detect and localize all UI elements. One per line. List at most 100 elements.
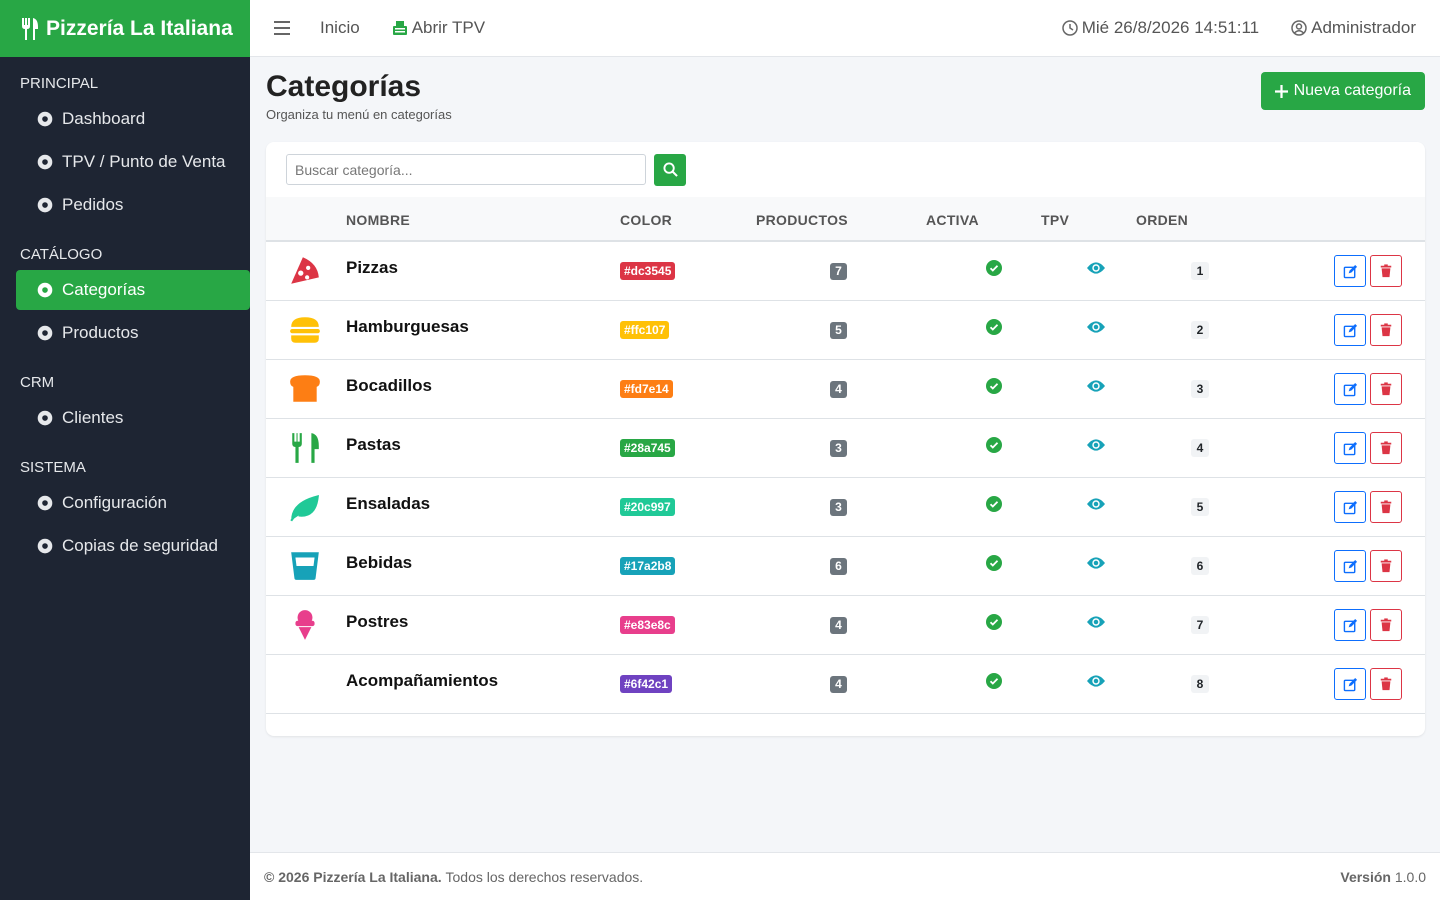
edit-button[interactable] — [1334, 314, 1366, 346]
edit-icon — [1343, 618, 1357, 632]
nav-item[interactable]: Dashboard — [16, 99, 250, 139]
sidebar: Pizzería La Italiana PRINCIPAL Dashboard T… — [0, 0, 250, 900]
category-icon — [292, 433, 319, 463]
table-row: Postres #e83e8c 4 7 — [266, 596, 1425, 655]
copyright: © 2026 Pizzería La Italiana. — [264, 868, 442, 885]
products-cell: 4 — [756, 596, 921, 654]
edit-button[interactable] — [1334, 491, 1366, 523]
color-badge: #20c997 — [620, 498, 675, 516]
search-input[interactable]: Buscar categoría... — [286, 154, 646, 185]
category-icon — [291, 257, 319, 284]
tpv-cell — [1041, 419, 1151, 471]
user-menu[interactable]: Administrador — [1291, 18, 1416, 38]
search-button[interactable] — [654, 153, 686, 186]
products-cell: 6 — [756, 537, 921, 595]
nav-item[interactable]: Productos — [16, 313, 250, 353]
delete-button[interactable] — [1370, 314, 1402, 346]
edit-icon — [1343, 382, 1357, 396]
tpv-cell — [1041, 655, 1151, 707]
category-name: Pastas — [346, 435, 401, 454]
placeholder: Buscar categoría... — [295, 161, 413, 178]
edit-icon — [1343, 500, 1357, 514]
delete-button[interactable] — [1370, 255, 1402, 287]
delete-icon — [1380, 264, 1392, 278]
edit-button[interactable] — [1334, 255, 1366, 287]
pos-icon — [392, 21, 407, 35]
new-category-button[interactable]: Nueva categoría — [1260, 72, 1425, 110]
active-cell — [926, 242, 1061, 294]
delete-button[interactable] — [1370, 432, 1402, 464]
category-icon-cell — [288, 478, 324, 536]
nav-item-text: Copias de seguridad — [62, 536, 218, 555]
page-subtitle: Organiza tu menú en categorías — [266, 107, 452, 122]
tpv-icon — [1087, 439, 1105, 451]
brand[interactable]: Pizzería La Italiana — [0, 0, 250, 57]
color-cell: #dc3545 — [620, 242, 676, 300]
edit-icon — [1343, 323, 1357, 337]
nav-section-title: SISTEMA — [20, 459, 86, 476]
edit-button[interactable] — [1334, 550, 1366, 582]
edit-button[interactable] — [1334, 609, 1366, 641]
delete-button[interactable] — [1370, 668, 1402, 700]
nav-icon — [37, 154, 53, 170]
nav-item[interactable]: Categorías — [16, 270, 250, 310]
edit-button[interactable] — [1334, 668, 1366, 700]
active-icon — [985, 319, 1002, 335]
color-badge: #28a745 — [620, 439, 675, 457]
nav-item[interactable]: Clientes — [16, 398, 250, 438]
products-count: 7 — [830, 262, 847, 280]
color-cell: #6f42c1 — [620, 655, 673, 713]
active-icon — [985, 614, 1002, 630]
table-row: Bebidas #17a2b8 6 6 — [266, 537, 1425, 596]
color-cell: #28a745 — [620, 419, 675, 477]
nav-item[interactable]: Copias de seguridad — [16, 526, 250, 566]
brand-name: Pizzería La Italiana — [46, 16, 233, 40]
nav-icon — [37, 538, 53, 554]
tpv-cell — [1041, 242, 1151, 294]
nav-item-text: Productos — [62, 323, 139, 342]
categories-card: Buscar categoría... NOMBRE COLOR PRODUCTOS… — [266, 142, 1425, 736]
order-number: 1 — [1191, 262, 1209, 280]
column-header: TPV — [1041, 212, 1070, 228]
column-header: ACTIVA — [926, 212, 979, 228]
products-count: 4 — [830, 380, 847, 398]
color-cell: #fd7e14 — [620, 360, 673, 418]
edit-button[interactable] — [1334, 432, 1366, 464]
active-cell — [926, 478, 1061, 530]
nav-section-title: CRM — [20, 374, 55, 391]
delete-button[interactable] — [1370, 550, 1402, 582]
menu-toggle[interactable] — [274, 21, 290, 35]
edit-icon — [1343, 264, 1357, 278]
column-header: PRODUCTOS — [756, 212, 848, 228]
delete-button[interactable] — [1370, 491, 1402, 523]
nav-item-text: Dashboard — [62, 109, 146, 128]
plus-icon — [1274, 84, 1288, 98]
order-number: 8 — [1191, 675, 1209, 693]
active-icon — [985, 555, 1002, 571]
edit-button[interactable] — [1334, 373, 1366, 405]
table-row: Hamburguesas #ffc107 5 2 — [266, 301, 1425, 360]
tpv-icon — [1087, 616, 1105, 628]
order-cell: 5 — [1136, 478, 1264, 536]
nav-link[interactable]: Inicio — [320, 18, 360, 37]
table-row: Pizzas #dc3545 7 1 — [266, 242, 1425, 301]
tpv-cell — [1041, 478, 1151, 530]
nav-section-title: PRINCIPAL — [20, 75, 99, 92]
color-badge: #17a2b8 — [620, 557, 676, 575]
nav-item[interactable]: TPV / Punto de Venta — [16, 142, 250, 182]
table-row: Bocadillos #fd7e14 4 3 — [266, 360, 1425, 419]
nav-item[interactable]: Pedidos — [16, 185, 250, 225]
category-icon-cell — [288, 655, 324, 713]
products-cell: 5 — [756, 301, 921, 359]
edit-icon — [1343, 677, 1357, 691]
nav-link[interactable]: Abrir TPV — [392, 18, 485, 38]
column-header: COLOR — [620, 212, 673, 228]
active-cell — [926, 655, 1061, 707]
nav-item[interactable]: Configuración — [16, 483, 250, 523]
category-icon — [291, 552, 319, 580]
products-cell: 7 — [756, 242, 921, 300]
delete-button[interactable] — [1370, 609, 1402, 641]
delete-button[interactable] — [1370, 373, 1402, 405]
nav-item-text: Categorías — [62, 280, 146, 299]
